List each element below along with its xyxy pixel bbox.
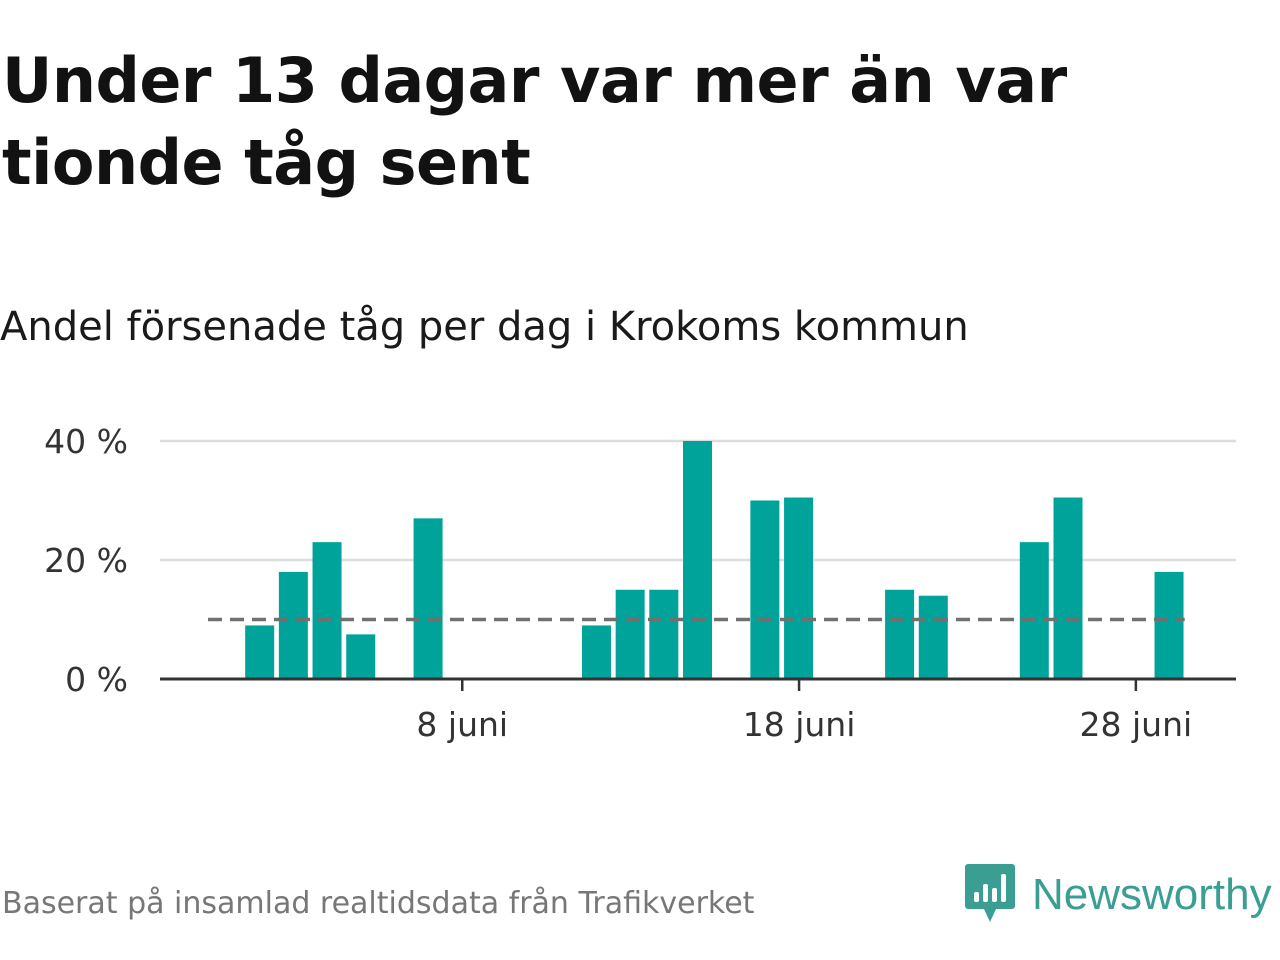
bar: [649, 589, 679, 679]
y-tick-label: 40 %: [44, 422, 128, 461]
x-tick-label: 8 juni: [416, 705, 508, 744]
bar: [885, 589, 915, 679]
bar: [683, 441, 713, 679]
y-tick-label: 20 %: [44, 541, 128, 580]
bar: [278, 571, 308, 679]
bar: [784, 497, 814, 679]
brand-name: Newsworthy: [1032, 870, 1272, 919]
chart-subtitle: Andel försenade tåg per dag i Krokoms ko…: [0, 304, 969, 350]
y-tick-label: 0 %: [65, 660, 128, 699]
bar: [1019, 542, 1049, 679]
bar: [1154, 571, 1184, 679]
chart-title: Under 13 dagar var mer än var tionde tåg…: [2, 44, 1067, 199]
bar: [581, 625, 611, 679]
bar: [346, 634, 376, 679]
x-tick-label: 18 juni: [743, 705, 856, 744]
brand-logo: Newsworthy: [964, 862, 1272, 928]
bar-chart-speech-bubble-icon: [964, 862, 1016, 928]
bar: [245, 625, 275, 679]
bar: [413, 518, 443, 679]
x-tick-label: 28 juni: [1080, 705, 1193, 744]
bar: [750, 500, 780, 679]
bar: [312, 542, 342, 679]
bar-chart: 0 % 20 % 40 % 8 juni 18 juni 28 juni: [44, 422, 1236, 744]
bars: [245, 441, 1184, 679]
bar: [1053, 497, 1083, 679]
source-note: Baserat på insamlad realtidsdata från Tr…: [2, 886, 755, 921]
axes: 0 % 20 % 40 % 8 juni 18 juni 28 juni: [44, 422, 1236, 744]
bar: [615, 589, 645, 679]
bar: [918, 595, 948, 679]
